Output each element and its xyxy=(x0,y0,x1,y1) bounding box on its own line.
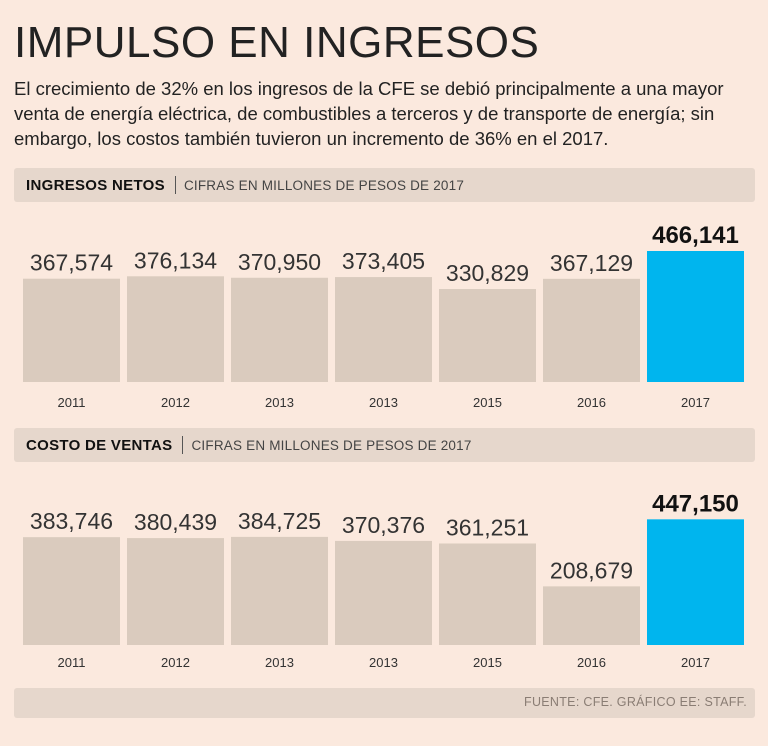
page-title: IMPULSO EN INGRESOS xyxy=(14,18,540,67)
bar-value-label: 373,405 xyxy=(342,248,425,274)
x-tick-label: 2012 xyxy=(161,395,190,410)
bar-value-label: 383,746 xyxy=(30,508,113,534)
bar-value-label: 447,150 xyxy=(652,490,739,517)
bar-2015 xyxy=(439,289,536,382)
bar-value-label: 361,251 xyxy=(446,514,529,540)
chart-2-title: COSTO DE VENTAS xyxy=(26,436,173,454)
bar-2013 xyxy=(335,540,432,645)
chart-1-title: INGRESOS NETOS xyxy=(26,176,165,194)
source-note: FUENTE: CFE. GRÁFICO EE: STAFF. xyxy=(524,695,747,709)
bar-2017-highlight xyxy=(647,519,744,645)
x-tick-label: 2011 xyxy=(58,655,86,670)
bar-value-label: 370,950 xyxy=(238,249,321,275)
bar-2011 xyxy=(23,278,120,382)
header-divider xyxy=(182,436,184,454)
x-tick-label: 2013 xyxy=(265,655,294,670)
bar-2013 xyxy=(231,536,328,645)
bar-2011 xyxy=(23,537,120,645)
bar-value-label: 384,725 xyxy=(238,508,321,534)
bar-value-label: 330,829 xyxy=(446,260,529,286)
bar-value-label: 367,129 xyxy=(550,250,633,276)
x-tick-label: 2016 xyxy=(577,395,606,410)
x-tick-label: 2015 xyxy=(473,655,502,670)
footer-bar: FUENTE: CFE. GRÁFICO EE: STAFF. xyxy=(14,688,755,718)
bar-value-label: 208,679 xyxy=(550,557,633,583)
bar-2012 xyxy=(127,276,224,382)
bar-2012 xyxy=(127,538,224,645)
x-tick-label: 2013 xyxy=(369,655,398,670)
x-tick-label: 2012 xyxy=(161,655,190,670)
chart-2-subtitle: CIFRAS EN MILLONES DE PESOS DE 2017 xyxy=(191,437,472,453)
chart-2-header: COSTO DE VENTAS CIFRAS EN MILLONES DE PE… xyxy=(14,428,755,462)
bar-value-label: 367,574 xyxy=(30,250,113,276)
bar-value-label: 466,141 xyxy=(652,222,739,249)
bar-2013 xyxy=(335,277,432,382)
bar-2015 xyxy=(439,543,536,645)
bar-value-label: 376,134 xyxy=(134,247,217,273)
chart-ingresos-netos: 367,574 2011 376,134 2012 370,950 2013 373,405… xyxy=(23,222,744,410)
chart-1-subtitle: CIFRAS EN MILLONES DE PESOS DE 2017 xyxy=(183,177,465,193)
bar-value-label: 380,439 xyxy=(134,509,217,535)
bar-2013 xyxy=(231,277,328,382)
header-divider xyxy=(174,176,176,194)
x-tick-label: 2017 xyxy=(681,655,710,670)
x-tick-label: 2013 xyxy=(265,395,294,410)
bar-2016 xyxy=(543,586,640,645)
chart-costo-de-ventas: 383,746 2011 380,439 2012 384,725 2013 370,376… xyxy=(23,490,744,670)
bar-value-label: 370,376 xyxy=(342,512,425,538)
x-tick-label: 2015 xyxy=(473,395,502,410)
x-tick-label: 2017 xyxy=(681,395,710,410)
intro-paragraph: El crecimiento de 32% en los ingresos de… xyxy=(14,78,724,149)
x-tick-label: 2013 xyxy=(369,395,398,410)
bar-2016 xyxy=(543,278,640,382)
bar-2017-highlight xyxy=(647,251,744,382)
x-tick-label: 2016 xyxy=(577,655,606,670)
x-tick-label: 2011 xyxy=(58,395,86,410)
chart-1-header: INGRESOS NETOS CIFRAS EN MILLONES DE PES… xyxy=(14,168,755,202)
